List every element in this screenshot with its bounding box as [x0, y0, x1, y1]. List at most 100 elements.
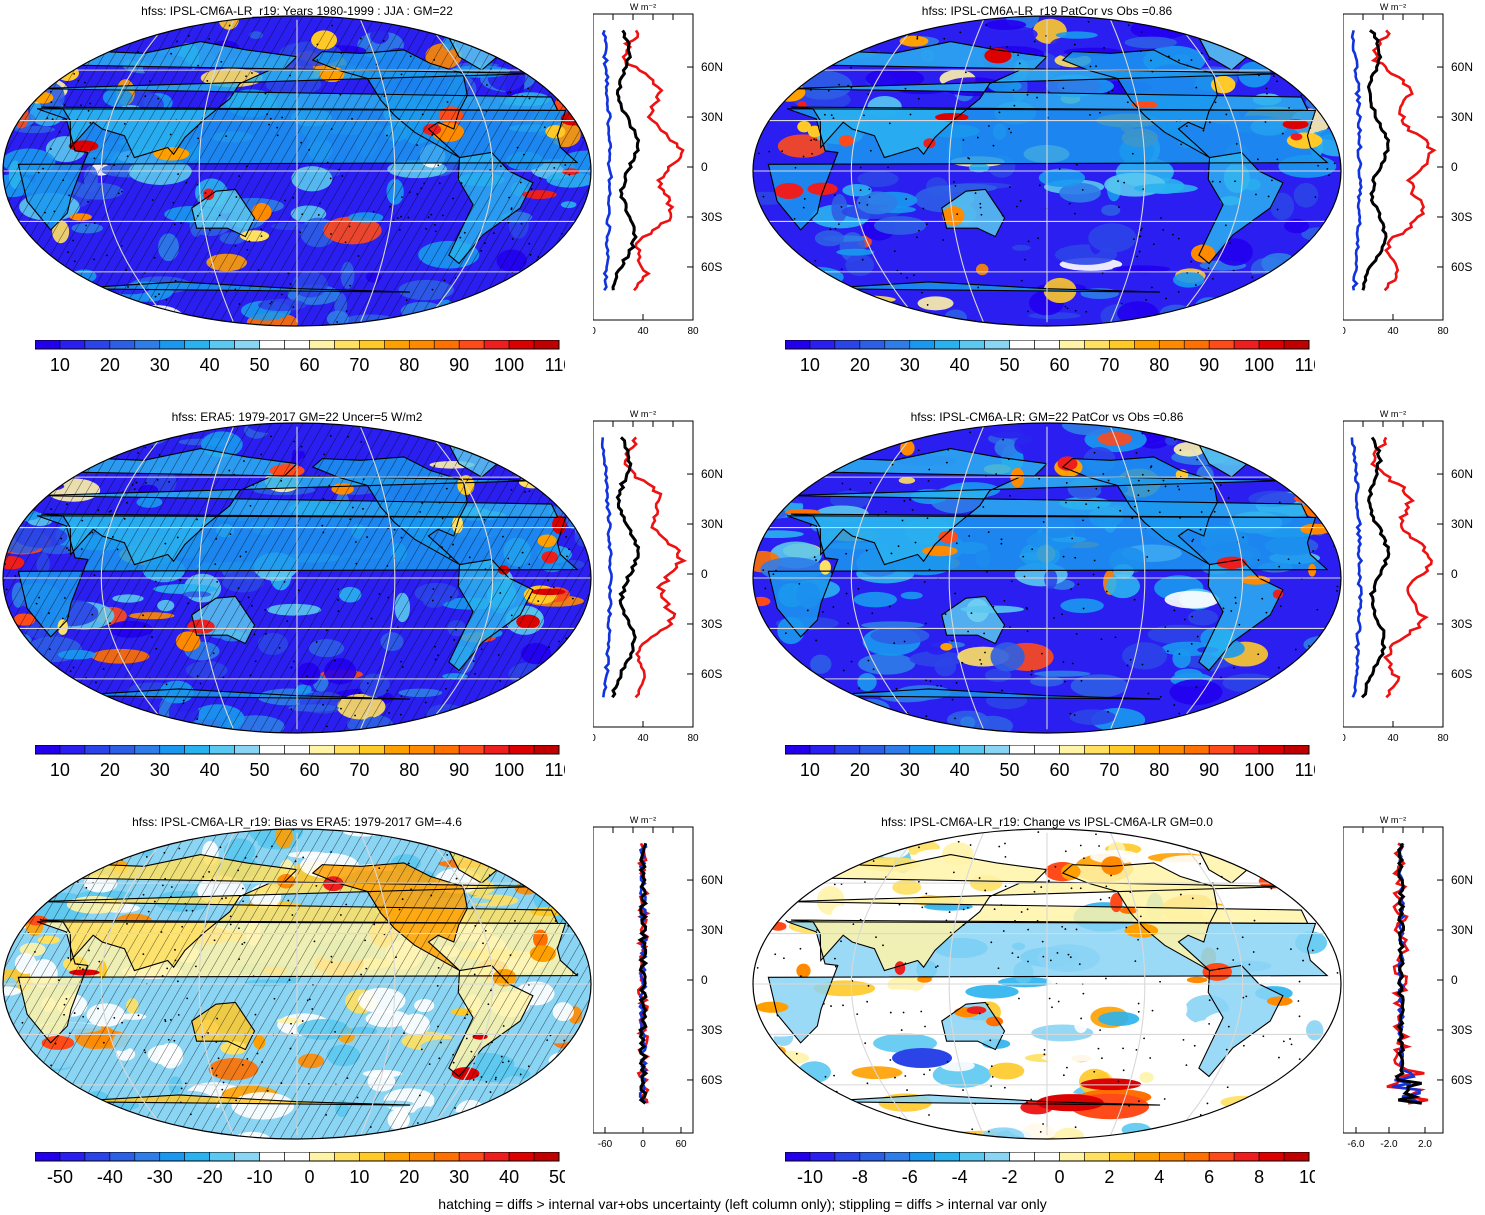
colorbar-label: 70: [349, 760, 369, 780]
colorbar-swatch: [408, 745, 435, 755]
colorbar-label: 10: [1299, 1167, 1315, 1187]
colorbar-swatch: [809, 745, 836, 755]
colorbar-swatch: [284, 745, 310, 755]
zonal-lat-label: 60N: [1451, 873, 1473, 887]
colorbar-label: 50: [250, 355, 270, 375]
colorbar-label: 80: [399, 760, 419, 780]
zonal-x-tick: -6.0: [1347, 1139, 1365, 1150]
world-map: [752, 15, 1342, 327]
colorbar-swatch: [834, 340, 861, 350]
zonal-line-min: [1350, 437, 1364, 698]
colorbar-swatch: [59, 1152, 86, 1162]
colorbar-swatch: [35, 340, 61, 350]
zonal-lat-label: 30S: [701, 617, 722, 631]
colorbar-swatch: [1283, 340, 1310, 350]
colorbar-label: 40: [200, 355, 220, 375]
colorbar-swatch: [1233, 1152, 1260, 1162]
colorbar-label: 60: [299, 355, 319, 375]
colorbar-swatch: [1134, 1152, 1160, 1162]
world-map: [2, 422, 592, 734]
colorbar-swatch: [408, 340, 435, 350]
colorbar-swatch: [1258, 1152, 1285, 1162]
colorbar-swatch: [834, 1152, 861, 1162]
colorbar-swatch: [184, 1152, 210, 1162]
colorbar-swatch: [433, 340, 460, 350]
colorbar-swatch: [259, 340, 285, 350]
colorbar-swatch: [1084, 340, 1110, 350]
colorbar-label: 70: [1099, 355, 1119, 375]
colorbar-label: 10: [800, 760, 820, 780]
colorbar-swatch: [934, 745, 960, 755]
colorbar-swatch: [1059, 1152, 1085, 1162]
colorbar: -10 -8 -6 -4 -2 0 2 4 6 8 10: [785, 1152, 1315, 1187]
zonal-lat-label: 0: [701, 567, 708, 581]
zonal-mean-plot: W m⁻² 60N 30N 0 30S 60S 0 40 80: [593, 409, 723, 744]
zonal-line-model: [1394, 843, 1423, 1105]
colorbar-label: 30: [900, 355, 920, 375]
colorbar: 10 20 30 40 50 60 70 80 90 100 110: [785, 745, 1315, 780]
colorbar-swatch: [1258, 340, 1285, 350]
colorbar-swatch: [458, 1152, 485, 1162]
world-map: [2, 828, 592, 1140]
panel-title: hfss: IPSL-CM6A-LR: GM=22 PatCor vs Obs …: [910, 410, 1184, 424]
colorbar-label: 30: [449, 1167, 469, 1187]
panel-title: hfss: IPSL-CM6A-LR_r19: Bias vs ERA5: 19…: [132, 815, 462, 829]
colorbar-label: 0: [1054, 1167, 1064, 1187]
colorbar-swatch: [284, 1152, 310, 1162]
colorbar-label: 110: [1295, 760, 1315, 780]
colorbar-swatch: [84, 1152, 111, 1162]
colorbar-swatch: [259, 1152, 285, 1162]
zonal-lat-label: 30S: [1451, 617, 1472, 631]
colorbar-swatch: [1009, 745, 1035, 755]
zonal-unit-label: W m⁻²: [1380, 409, 1406, 419]
colorbar-swatch: [1034, 1152, 1060, 1162]
zonal-lat-label: 60S: [1451, 260, 1472, 274]
colorbar-label: 70: [1099, 760, 1119, 780]
colorbar-label: 20: [850, 760, 870, 780]
colorbar-swatch: [1034, 745, 1060, 755]
panel-title: hfss: IPSL-CM6A-LR_r19: Years 1980-1999 …: [141, 4, 453, 18]
colorbar-label: 40: [200, 760, 220, 780]
zonal-lat-label: 0: [1451, 567, 1458, 581]
colorbar-label: 50: [549, 1167, 565, 1187]
zonal-line-max: [1386, 842, 1429, 1105]
footer-note: hatching = diffs > internal var+obs unce…: [438, 1196, 1047, 1212]
zonal-line-max: [621, 29, 685, 292]
colorbar-swatch: [809, 340, 836, 350]
zonal-x-tick: 0: [593, 733, 596, 744]
zonal-lat-label: 60S: [701, 260, 722, 274]
colorbar-label: 4: [1154, 1167, 1164, 1187]
colorbar-swatch: [884, 745, 911, 755]
zonal-x-tick: 0: [1343, 326, 1346, 337]
colorbar-swatch: [984, 1152, 1010, 1162]
colorbar-swatch: [1109, 340, 1135, 350]
zonal-x-tick: 40: [1387, 326, 1399, 337]
colorbar-label: 20: [850, 355, 870, 375]
colorbar-label: 10: [800, 355, 820, 375]
colorbar-swatch: [259, 745, 285, 755]
zonal-lat-label: 0: [1451, 160, 1458, 174]
zonal-lat-label: 30S: [701, 210, 722, 224]
zonal-mean-plot: W m⁻² 60N 30N 0 30S 60S -60 0 60: [593, 815, 723, 1150]
colorbar-swatch: [284, 340, 310, 350]
colorbar-label: -10: [247, 1167, 273, 1187]
colorbar-label: 30: [150, 355, 170, 375]
colorbar-swatch: [785, 745, 811, 755]
colorbar: -50 -40 -30 -20 -10 0 10 20 30 40 50: [35, 1152, 565, 1187]
colorbar-label: 10: [349, 1167, 369, 1187]
zonal-x-tick: 80: [687, 326, 699, 337]
colorbar-swatch: [184, 745, 210, 755]
colorbar-swatch: [359, 1152, 385, 1162]
colorbar-swatch: [934, 340, 960, 350]
colorbar-label: -6: [902, 1167, 918, 1187]
colorbar-swatch: [134, 745, 161, 755]
colorbar-swatch: [458, 340, 485, 350]
colorbar-swatch: [1183, 745, 1210, 755]
zonal-x-tick: 0: [640, 1139, 646, 1150]
colorbar-label: -20: [197, 1167, 223, 1187]
colorbar-swatch: [909, 340, 936, 350]
zonal-lat-label: 60S: [701, 1073, 722, 1087]
world-map: [752, 422, 1342, 734]
colorbar-swatch: [533, 745, 560, 755]
colorbar-swatch: [884, 1152, 911, 1162]
